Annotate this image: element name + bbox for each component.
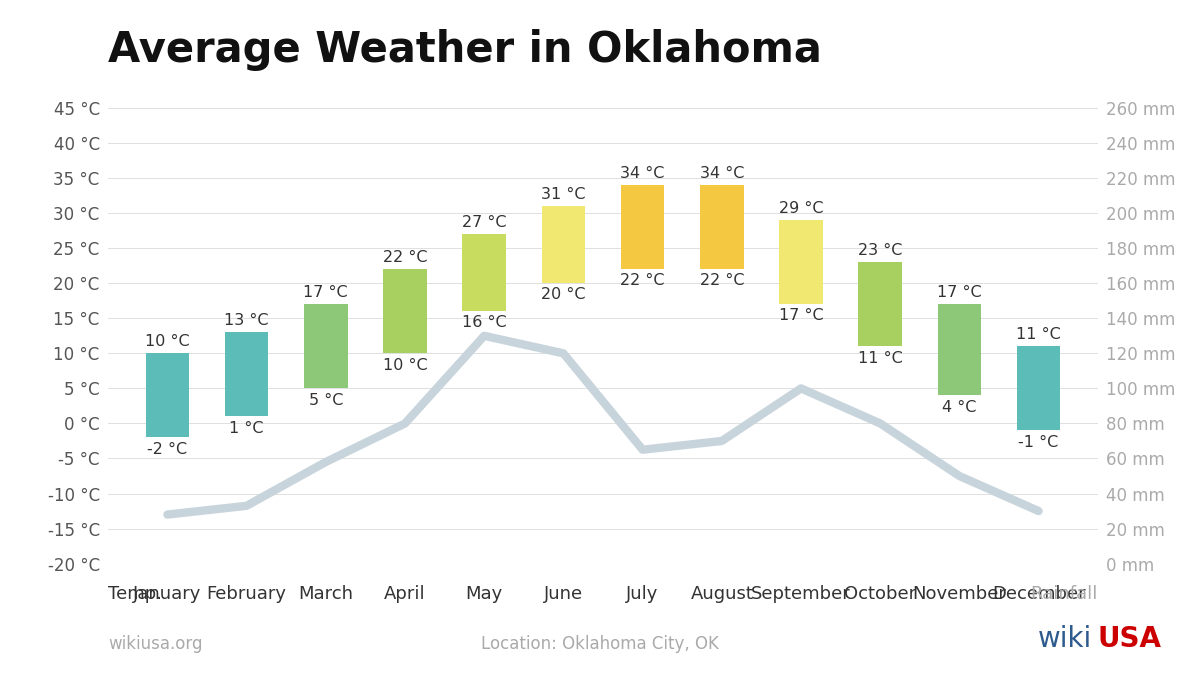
Text: January: January bbox=[133, 585, 202, 603]
Text: 13 °C: 13 °C bbox=[224, 313, 269, 328]
Text: 20 °C: 20 °C bbox=[541, 288, 586, 302]
Text: October: October bbox=[844, 585, 917, 603]
Text: 17 °C: 17 °C bbox=[779, 308, 823, 323]
Text: -1 °C: -1 °C bbox=[1019, 435, 1058, 450]
Text: 11 °C: 11 °C bbox=[858, 350, 902, 366]
Bar bbox=[383, 269, 427, 353]
Text: -2 °C: -2 °C bbox=[148, 441, 187, 457]
Text: 22 °C: 22 °C bbox=[383, 250, 427, 265]
Text: 22 °C: 22 °C bbox=[700, 273, 744, 288]
Bar bbox=[937, 304, 982, 396]
Text: 29 °C: 29 °C bbox=[779, 201, 823, 216]
Text: 16 °C: 16 °C bbox=[462, 315, 506, 331]
Text: September: September bbox=[751, 585, 851, 603]
Text: 31 °C: 31 °C bbox=[541, 187, 586, 202]
Text: August: August bbox=[690, 585, 754, 603]
Text: November: November bbox=[912, 585, 1007, 603]
Bar bbox=[224, 332, 269, 416]
Text: December: December bbox=[991, 585, 1086, 603]
Text: 11 °C: 11 °C bbox=[1016, 327, 1061, 342]
Bar bbox=[858, 262, 902, 346]
Text: May: May bbox=[466, 585, 503, 603]
Text: February: February bbox=[206, 585, 287, 603]
Bar bbox=[541, 206, 586, 284]
Text: April: April bbox=[384, 585, 426, 603]
Text: Temp.: Temp. bbox=[108, 585, 162, 603]
Text: March: March bbox=[299, 585, 353, 603]
Text: wikiusa.org: wikiusa.org bbox=[108, 635, 203, 653]
Text: Rainfall: Rainfall bbox=[1031, 585, 1098, 603]
Text: 17 °C: 17 °C bbox=[937, 285, 982, 300]
Bar bbox=[304, 304, 348, 388]
Bar bbox=[145, 353, 190, 437]
Text: wiki: wiki bbox=[1038, 626, 1092, 653]
Text: 27 °C: 27 °C bbox=[462, 215, 506, 230]
Bar bbox=[462, 234, 506, 311]
Text: 10 °C: 10 °C bbox=[145, 334, 190, 349]
Text: 22 °C: 22 °C bbox=[620, 273, 665, 288]
Text: 23 °C: 23 °C bbox=[858, 243, 902, 258]
Text: Location: Oklahoma City, OK: Location: Oklahoma City, OK bbox=[481, 635, 719, 653]
Bar bbox=[620, 185, 665, 269]
Bar bbox=[1016, 346, 1061, 431]
Text: June: June bbox=[544, 585, 583, 603]
Text: 10 °C: 10 °C bbox=[383, 358, 427, 373]
Text: 4 °C: 4 °C bbox=[942, 400, 977, 414]
Text: 1 °C: 1 °C bbox=[229, 421, 264, 435]
Bar bbox=[779, 220, 823, 304]
Text: USA: USA bbox=[1098, 626, 1162, 653]
Bar bbox=[700, 185, 744, 269]
Text: 34 °C: 34 °C bbox=[620, 166, 665, 181]
Text: Average Weather in Oklahoma: Average Weather in Oklahoma bbox=[108, 29, 822, 71]
Text: 17 °C: 17 °C bbox=[304, 285, 348, 300]
Text: July: July bbox=[626, 585, 659, 603]
Text: 34 °C: 34 °C bbox=[700, 166, 744, 181]
Text: 5 °C: 5 °C bbox=[308, 393, 343, 408]
